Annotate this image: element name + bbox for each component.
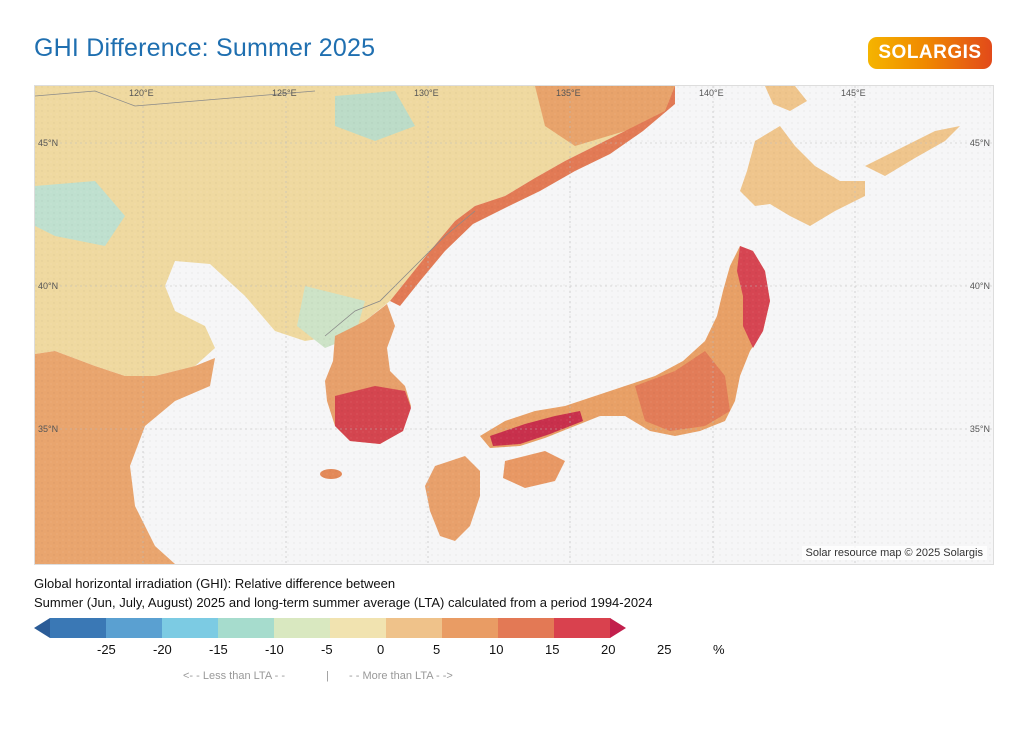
legend-tick-label: 25	[657, 642, 672, 657]
less-than-lta-label: <- - Less than LTA - -	[183, 670, 285, 682]
country-border-north	[35, 90, 316, 107]
lon-label-145e: 145°E	[841, 88, 866, 98]
map-canvas	[35, 86, 993, 564]
legend-swatch	[162, 618, 219, 638]
legend-swatch	[274, 618, 331, 638]
legend-swatch	[386, 618, 443, 638]
lon-label-120e: 120°E	[129, 88, 154, 98]
more-than-lta-label: - - More than LTA - ->	[349, 670, 453, 682]
caption-line-2: Summer (Jun, July, August) 2025 and long…	[34, 595, 653, 610]
legend-tick-label: -20	[153, 642, 172, 657]
legend-swatch	[610, 618, 626, 638]
solargis-logo: SOLARGIS	[868, 37, 992, 69]
legend-tick-label: 10	[489, 642, 504, 657]
map-credit: Solar resource map © 2025 Solargis	[801, 546, 987, 560]
lat-label-45n-left: 45°N	[38, 138, 59, 148]
lat-label-35n-left: 35°N	[38, 424, 59, 434]
lon-label-140e: 140°E	[699, 88, 724, 98]
lta-separator: |	[326, 670, 329, 682]
legend-tick-label: -15	[209, 642, 228, 657]
legend-tick-label: 20	[601, 642, 616, 657]
lat-label-35n-right: 35°N	[969, 424, 990, 434]
color-legend	[34, 618, 626, 638]
legend-swatch	[498, 618, 555, 638]
legend-tick-label: -10	[265, 642, 284, 657]
lon-label-130e: 130°E	[414, 88, 439, 98]
terrain-texture	[35, 86, 993, 564]
legend-tick-label: 5	[433, 642, 441, 657]
lat-label-40n-right: 40°N	[969, 281, 990, 291]
page-title: GHI Difference: Summer 2025	[34, 34, 376, 62]
legend-swatch	[554, 618, 611, 638]
map-panel[interactable]: 120°E 125°E 130°E 135°E 140°E 145°E 45°N…	[34, 85, 994, 565]
legend-tick-label: 0	[377, 642, 385, 657]
legend-tick-label: 15	[545, 642, 560, 657]
legend-swatch	[330, 618, 387, 638]
legend-tick-label: %	[713, 642, 725, 657]
lat-label-40n-left: 40°N	[38, 281, 59, 291]
legend-tick-label: -5	[321, 642, 333, 657]
lon-label-135e: 135°E	[556, 88, 581, 98]
legend-swatch	[34, 618, 50, 638]
legend-swatch	[106, 618, 163, 638]
legend-swatch	[50, 618, 107, 638]
lat-label-45n-right: 45°N	[969, 138, 990, 148]
caption-line-1: Global horizontal irradiation (GHI): Rel…	[34, 576, 396, 591]
legend-swatch	[442, 618, 499, 638]
lon-label-125e: 125°E	[272, 88, 297, 98]
legend-swatch	[218, 618, 275, 638]
legend-tick-label: -25	[97, 642, 116, 657]
